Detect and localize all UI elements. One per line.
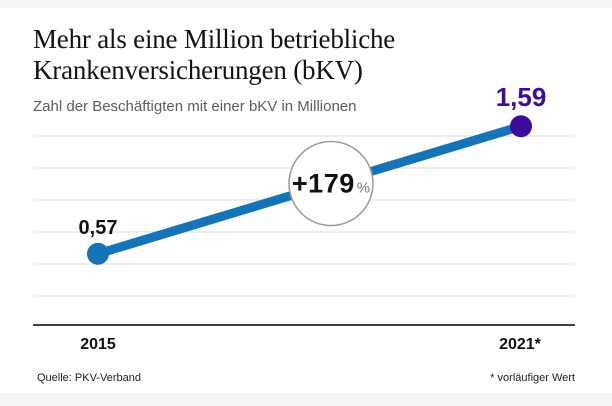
gridline — [33, 295, 575, 297]
chart-title-line2: Krankenversicherungen (bKV) — [33, 55, 363, 85]
source-note: Quelle: PKV-Verband — [37, 372, 141, 384]
gridline — [33, 263, 575, 265]
chart-subtitle: Zahl der Beschäftigten mit einer bKV in … — [33, 98, 357, 115]
gridline — [33, 135, 575, 137]
growth-annotation: +179 % — [292, 168, 370, 199]
top-edge-strip — [0, 0, 612, 8]
x-axis-label-2015: 2015 — [80, 336, 116, 353]
chart-title-line1: Mehr als eine Million betriebliche — [33, 24, 396, 54]
data-label-2021: 1,59 — [495, 82, 547, 112]
x-axis-line — [33, 324, 575, 326]
gridline — [33, 231, 575, 233]
growth-annotation-percent-sign: % — [356, 179, 371, 197]
growth-annotation-value: +179 — [291, 168, 355, 199]
growth-annotation-circle — [288, 140, 374, 227]
data-label-2015: 0,57 — [78, 217, 118, 239]
footnote: * vorläufiger Wert — [490, 372, 575, 384]
x-axis-label-2021: 2021* — [499, 336, 541, 353]
chart-title: Mehr als eine Million betriebliche Krank… — [33, 24, 395, 86]
data-point-2021 — [510, 115, 532, 138]
bottom-edge-strip — [0, 393, 612, 406]
data-point-2015 — [87, 242, 109, 265]
